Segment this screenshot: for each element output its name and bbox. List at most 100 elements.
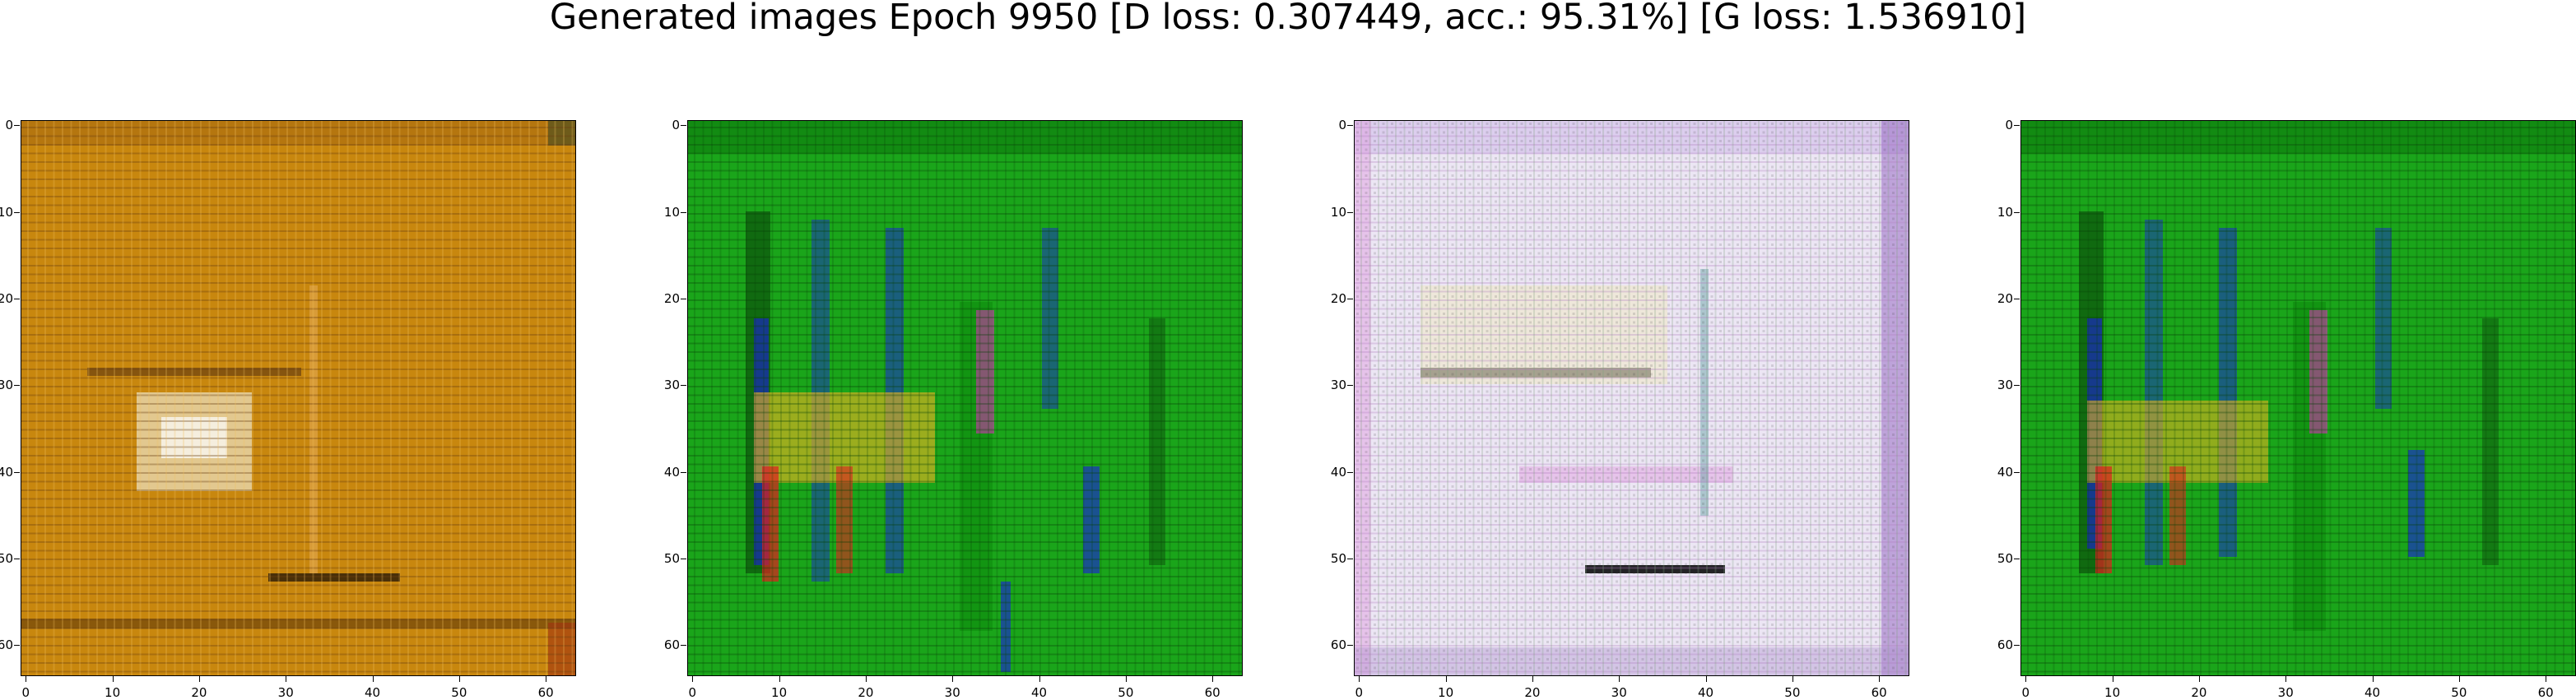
- x-tick-label: 60: [1204, 685, 1221, 700]
- x-tick-mark: [198, 676, 200, 682]
- y-tick-label: 60: [1330, 637, 1346, 653]
- y-tick-label: 0: [672, 118, 680, 133]
- x-tick-label: 30: [944, 685, 960, 700]
- y-tick-mark: [1347, 385, 1353, 387]
- x-tick-label: 40: [1697, 685, 1714, 700]
- x-tick-label: 50: [1118, 685, 1134, 700]
- x-tick-label: 0: [2021, 685, 2030, 700]
- x-tick-mark: [1445, 676, 1447, 682]
- x-tick-mark: [1212, 676, 1214, 682]
- y-tick-label: 10: [1330, 204, 1346, 220]
- y-tick-mark: [14, 211, 20, 213]
- x-tick-label: 30: [2277, 685, 2294, 700]
- x-tick-label: 20: [1524, 685, 1541, 700]
- y-tick-mark: [681, 471, 686, 473]
- x-tick-mark: [779, 676, 780, 682]
- x-tick-mark: [112, 676, 114, 682]
- subplot-3: 0 10 20 30 40 50 60 0 10 20 30 40 50 60: [1331, 119, 1909, 699]
- y-tick-mark: [1347, 645, 1353, 647]
- x-tick-label: 50: [451, 685, 467, 700]
- y-tick-mark: [681, 125, 686, 127]
- y-tick-label: 50: [0, 550, 13, 566]
- x-tick-label: 20: [191, 685, 207, 700]
- y-tick-label: 40: [663, 464, 680, 480]
- y-tick-label: 50: [1330, 550, 1346, 566]
- x-tick-label: 0: [1355, 685, 1364, 700]
- generated-image-3: [1354, 120, 1909, 676]
- x-tick-label: 10: [105, 685, 121, 700]
- y-tick-label: 40: [0, 464, 13, 480]
- y-tick-label: 60: [1997, 637, 2013, 653]
- x-tick-mark: [1039, 676, 1040, 682]
- x-tick-mark: [458, 676, 460, 682]
- x-tick-mark: [2198, 676, 2200, 682]
- y-tick-mark: [1347, 471, 1353, 473]
- x-tick-label: 0: [688, 685, 697, 700]
- x-tick-mark: [1619, 676, 1620, 682]
- generated-image-1: [21, 120, 576, 676]
- y-tick-label: 10: [663, 204, 680, 220]
- x-tick-mark: [952, 676, 954, 682]
- x-tick-mark: [2025, 676, 2027, 682]
- x-tick-mark: [1879, 676, 1881, 682]
- y-tick-mark: [14, 645, 20, 647]
- x-tick-label: 60: [1871, 685, 1887, 700]
- generated-image-4: [2020, 120, 2576, 676]
- y-tick-label: 50: [663, 550, 680, 566]
- y-tick-label: 30: [1330, 378, 1346, 393]
- x-tick-label: 50: [1784, 685, 1801, 700]
- y-tick-label: 0: [2005, 118, 2013, 133]
- y-tick-label: 50: [1997, 550, 2013, 566]
- subplot-2: 0 10 20 30 40 50 60 0 10 20 30 40 50 60: [664, 119, 1243, 699]
- x-tick-label: 40: [2364, 685, 2381, 700]
- x-tick-label: 10: [771, 685, 788, 700]
- x-tick-label: 20: [2191, 685, 2207, 700]
- y-tick-label: 30: [0, 378, 13, 393]
- y-tick-mark: [681, 385, 686, 387]
- subplot-4: 0 10 20 30 40 50 60 0 10 20 30 40 50 60: [1997, 119, 2576, 699]
- x-tick-label: 60: [537, 685, 554, 700]
- y-tick-mark: [2014, 385, 2020, 387]
- y-tick-mark: [2014, 645, 2020, 647]
- x-tick-label: 40: [1030, 685, 1048, 700]
- y-tick-label: 60: [0, 637, 13, 653]
- x-tick-mark: [1705, 676, 1707, 682]
- x-tick-mark: [692, 676, 694, 682]
- y-tick-label: 10: [1997, 204, 2013, 220]
- x-tick-mark: [865, 676, 867, 682]
- y-tick-label: 20: [663, 290, 680, 306]
- y-tick-label: 30: [1997, 378, 2013, 393]
- figure-title: Generated images Epoch 9950 [D loss: 0.3…: [549, 0, 2027, 38]
- x-tick-label: 10: [2104, 685, 2121, 700]
- y-tick-mark: [14, 125, 20, 127]
- x-tick-label: 50: [2451, 685, 2467, 700]
- x-tick-mark: [2372, 676, 2374, 682]
- y-tick-label: 20: [1330, 290, 1346, 306]
- x-tick-mark: [2285, 676, 2287, 682]
- y-tick-mark: [1347, 125, 1353, 127]
- y-tick-label: 60: [663, 637, 680, 653]
- x-tick-label: 10: [1438, 685, 1454, 700]
- y-tick-mark: [14, 471, 20, 473]
- x-tick-label: 30: [277, 685, 294, 700]
- generated-image-2: [687, 120, 1243, 676]
- y-tick-label: 0: [5, 118, 13, 133]
- y-tick-mark: [1347, 211, 1353, 213]
- y-tick-mark: [681, 645, 686, 647]
- y-tick-mark: [681, 211, 686, 213]
- x-tick-label: 20: [858, 685, 874, 700]
- y-tick-label: 10: [0, 204, 13, 220]
- x-tick-mark: [1532, 676, 1533, 682]
- y-tick-mark: [2014, 125, 2020, 127]
- y-tick-mark: [2014, 471, 2020, 473]
- x-tick-mark: [372, 676, 374, 682]
- y-tick-label: 40: [1997, 464, 2013, 480]
- y-tick-mark: [14, 385, 20, 387]
- y-tick-label: 0: [1338, 118, 1346, 133]
- subplot-1: 0 10 20 30 40 50 60 0 10 20 30 40 50 60: [0, 119, 576, 699]
- y-tick-label: 40: [1330, 464, 1346, 480]
- x-tick-mark: [1125, 676, 1127, 682]
- y-tick-label: 20: [0, 290, 13, 306]
- x-tick-label: 0: [21, 685, 30, 700]
- x-tick-label: 30: [1611, 685, 1627, 700]
